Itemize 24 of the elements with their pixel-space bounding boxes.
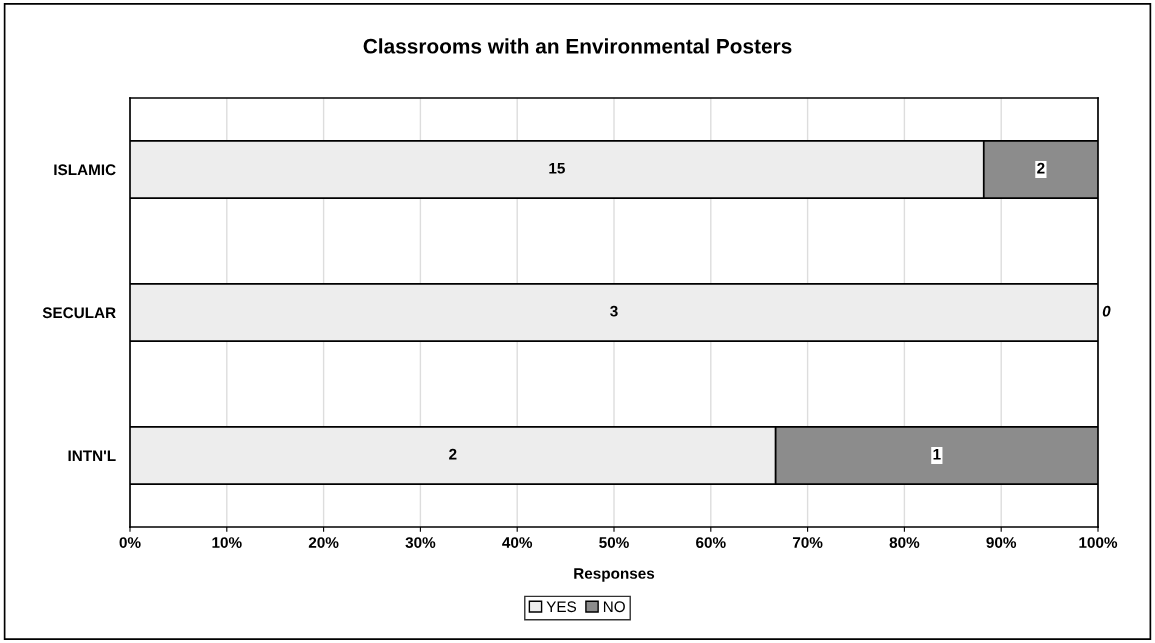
x-tick-label: 60% bbox=[696, 537, 726, 548]
chart-title: Classrooms with an Environmental Posters bbox=[363, 38, 792, 54]
annotation: 1 bbox=[933, 448, 941, 460]
legend-label: YES bbox=[546, 601, 577, 613]
legend-label: NO bbox=[603, 601, 625, 613]
annotation: 2 bbox=[1037, 162, 1045, 174]
x-tick-label: 50% bbox=[599, 537, 629, 548]
x-tick-label: 80% bbox=[889, 537, 920, 548]
x-tick-label: 70% bbox=[792, 537, 823, 548]
x-axis-title: Responses bbox=[574, 568, 655, 582]
y-tick-label: SECULAR bbox=[42, 307, 116, 319]
annotation: 15 bbox=[549, 162, 565, 174]
annotation: 3 bbox=[610, 305, 618, 317]
x-tick-label: 90% bbox=[986, 537, 1017, 548]
x-tick-label: 10% bbox=[212, 537, 242, 548]
y-tick-label: INTN'L bbox=[68, 450, 116, 462]
text: 0 bbox=[1102, 305, 1111, 317]
x-tick-label: 30% bbox=[405, 537, 436, 548]
y-tick-label: ISLAMIC bbox=[54, 164, 116, 176]
x-tick-label: 40% bbox=[502, 537, 533, 548]
x-tick-label: 20% bbox=[308, 537, 339, 548]
annotation: 2 bbox=[449, 448, 457, 460]
x-tick-label: 0% bbox=[119, 537, 141, 548]
x-tick-label: 100% bbox=[1079, 537, 1118, 548]
